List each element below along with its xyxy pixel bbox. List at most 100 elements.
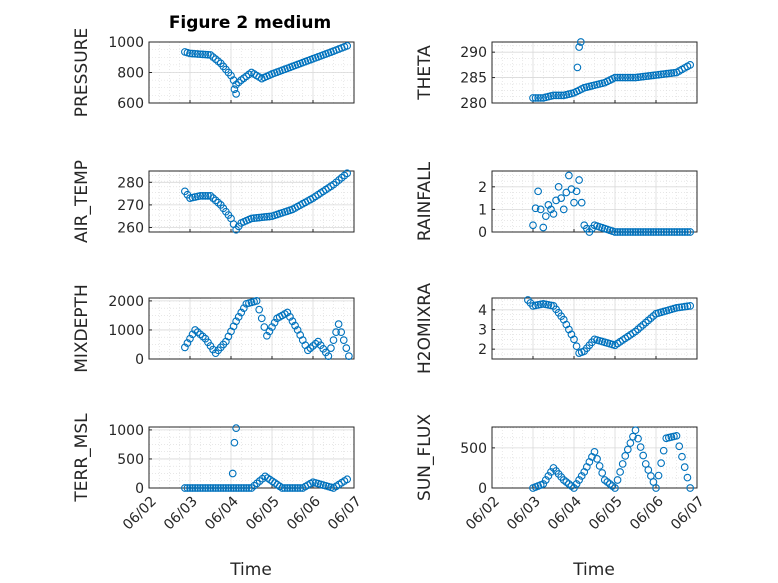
data-point <box>613 228 622 236</box>
data-point <box>629 432 637 441</box>
data-point <box>565 171 573 180</box>
data-point <box>626 228 635 236</box>
data-point <box>237 484 246 492</box>
data-point <box>230 85 239 94</box>
data-point <box>554 182 563 191</box>
data-point <box>288 317 297 326</box>
data-point <box>183 339 192 347</box>
data-point <box>616 73 624 82</box>
data-point <box>196 192 205 200</box>
data-point <box>576 38 585 46</box>
data-point <box>204 192 212 200</box>
y-axis-label: MIXDEPTH <box>72 284 92 373</box>
axes-box <box>491 297 698 360</box>
data-point <box>649 71 658 80</box>
y-axis-label: TERR_MSL <box>72 413 92 503</box>
axes-box <box>491 170 698 233</box>
data-point <box>549 91 558 100</box>
data-point <box>232 80 240 89</box>
subplot-2: 280 285 290 THETA <box>415 38 698 112</box>
data-point <box>263 212 271 221</box>
x-tick-label: 06/05 <box>243 494 283 534</box>
data-point <box>683 473 692 482</box>
subplot-7: 0 500 1000 06/02 06/03 06/04 06/05 06/06 06/07 TE… <box>72 413 365 533</box>
data-point <box>639 228 648 236</box>
data-point <box>252 297 261 305</box>
data-point <box>201 50 210 59</box>
data-point <box>631 327 640 336</box>
data-point <box>196 484 205 492</box>
data-point <box>654 471 663 480</box>
data-point <box>283 308 292 317</box>
data-point <box>616 228 624 236</box>
x-axis-label-left: Time <box>229 560 272 580</box>
y-tick-label: 285 <box>460 71 487 87</box>
y-tick-label: 270 <box>117 198 144 214</box>
data-point <box>590 448 599 456</box>
x-tick-label: 06/06 <box>627 493 667 533</box>
data-point <box>680 463 689 471</box>
data-point <box>611 228 619 236</box>
data-point <box>652 228 660 236</box>
x-axis-label-right: Time <box>572 560 615 580</box>
data-point <box>595 462 604 470</box>
data-point <box>686 484 695 492</box>
data-point <box>250 214 258 223</box>
axes-box <box>491 426 698 489</box>
data-point <box>577 472 586 480</box>
data-point <box>573 63 582 72</box>
x-tick-label: 06/05 <box>586 494 626 534</box>
data-point <box>198 192 207 200</box>
data-point <box>631 228 640 236</box>
data-point <box>227 484 235 492</box>
data-point <box>288 484 297 492</box>
data-point <box>268 323 276 331</box>
data-point <box>193 484 202 492</box>
y-tick-label: 3 <box>478 322 487 338</box>
data-point <box>193 328 202 336</box>
data-point <box>329 336 338 344</box>
x-tick-label: 06/03 <box>161 494 201 534</box>
y-tick-label: 500 <box>460 441 487 457</box>
data-point <box>544 201 553 209</box>
data-point <box>211 55 220 64</box>
data-point <box>214 484 223 492</box>
data-point <box>237 308 246 317</box>
data-point <box>214 198 223 207</box>
data-point <box>554 91 563 100</box>
data-point <box>616 468 624 476</box>
data-point <box>567 185 576 193</box>
data-point <box>291 321 299 330</box>
data-point <box>641 72 650 81</box>
data-point <box>547 205 555 214</box>
data-point <box>681 228 689 236</box>
data-point <box>623 445 632 454</box>
data-point <box>239 304 248 313</box>
y-tick-label: 260 <box>117 220 144 236</box>
data-point <box>234 484 243 492</box>
data-point <box>618 228 627 236</box>
data-point <box>541 476 550 484</box>
data-point <box>678 452 686 461</box>
data-point <box>255 213 264 222</box>
data-point <box>683 228 692 236</box>
data-point <box>343 475 352 484</box>
data-point <box>570 198 578 207</box>
data-point <box>224 484 233 492</box>
data-point <box>232 424 240 433</box>
data-point <box>667 228 676 236</box>
data-point <box>342 344 351 352</box>
data-point <box>683 302 692 311</box>
data-point <box>198 332 207 341</box>
y-tick-label: 4 <box>478 303 487 319</box>
data-point <box>570 335 578 344</box>
data-point <box>201 484 210 492</box>
data-point <box>618 73 627 82</box>
data-point <box>678 303 686 311</box>
data-point <box>257 213 266 222</box>
data-point <box>629 228 637 236</box>
data-point <box>541 212 550 221</box>
data-point <box>636 73 645 81</box>
data-point <box>544 472 553 480</box>
data-point <box>598 469 607 477</box>
